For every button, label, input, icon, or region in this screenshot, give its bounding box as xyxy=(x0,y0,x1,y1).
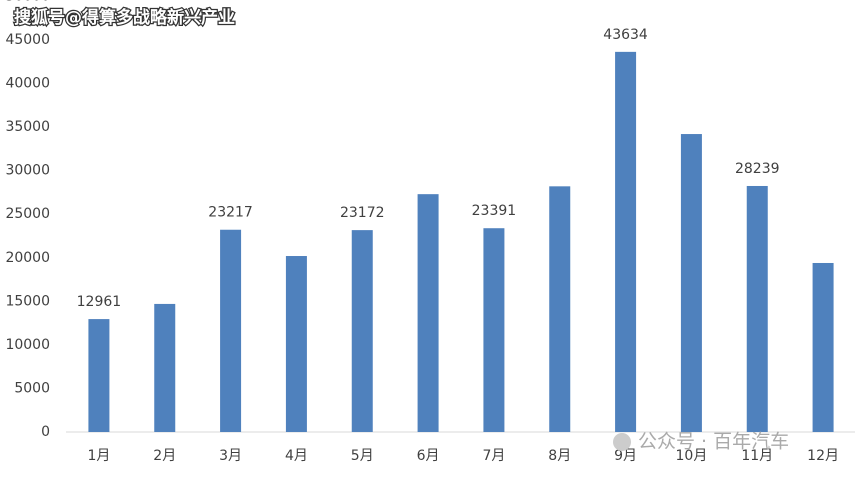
y-tick-label: 5000 xyxy=(14,380,50,396)
watermark: 公众号 · 百年汽车 xyxy=(638,431,789,453)
bar xyxy=(483,228,505,432)
x-tick-label: 10月 xyxy=(676,448,708,464)
y-tick-label: 15000 xyxy=(5,293,50,309)
watermark-icon xyxy=(613,433,631,451)
x-tick-label: 7月 xyxy=(482,448,505,464)
bar xyxy=(285,256,307,432)
x-tick-label: 5月 xyxy=(351,448,374,464)
x-tick-label: 12月 xyxy=(807,448,839,464)
value-label: 43634 xyxy=(603,27,648,43)
y-tick-label: 50000 xyxy=(5,0,50,4)
x-tick-label: 9月 xyxy=(614,448,637,464)
bar xyxy=(351,230,373,432)
y-tick-label: 25000 xyxy=(5,206,50,222)
value-label: 23217 xyxy=(208,205,253,221)
watermark: 搜狐号@得算多战略新兴产业 xyxy=(14,7,235,28)
y-tick-label: 20000 xyxy=(5,250,50,266)
value-label: 28239 xyxy=(735,161,780,177)
x-tick-label: 3月 xyxy=(219,448,242,464)
value-label: 23172 xyxy=(340,205,385,221)
x-tick-label: 4月 xyxy=(285,448,308,464)
value-label: 12961 xyxy=(77,294,122,310)
x-tick-label: 6月 xyxy=(417,448,440,464)
bar xyxy=(615,51,637,432)
x-tick-label: 11月 xyxy=(741,448,773,464)
x-tick-label: 2月 xyxy=(153,448,176,464)
y-tick-label: 10000 xyxy=(5,337,50,353)
bar xyxy=(417,194,439,432)
y-tick-label: 40000 xyxy=(5,76,50,92)
value-label: 23391 xyxy=(472,203,517,219)
y-tick-label: 45000 xyxy=(5,32,50,48)
bar xyxy=(88,319,110,432)
y-tick-label: 30000 xyxy=(5,163,50,179)
bar xyxy=(812,262,834,432)
bar xyxy=(154,303,176,432)
x-tick-label: 8月 xyxy=(548,448,571,464)
y-tick-label: 35000 xyxy=(5,119,50,135)
x-tick-label: 1月 xyxy=(87,448,110,464)
bar xyxy=(746,185,768,432)
bar xyxy=(549,186,571,432)
y-tick-label: 0 xyxy=(41,424,50,440)
bar xyxy=(220,229,242,432)
plot: 0 5000 10000 15000 20000 25000 30000 35000 40000… xyxy=(5,0,839,464)
bar xyxy=(680,134,702,432)
